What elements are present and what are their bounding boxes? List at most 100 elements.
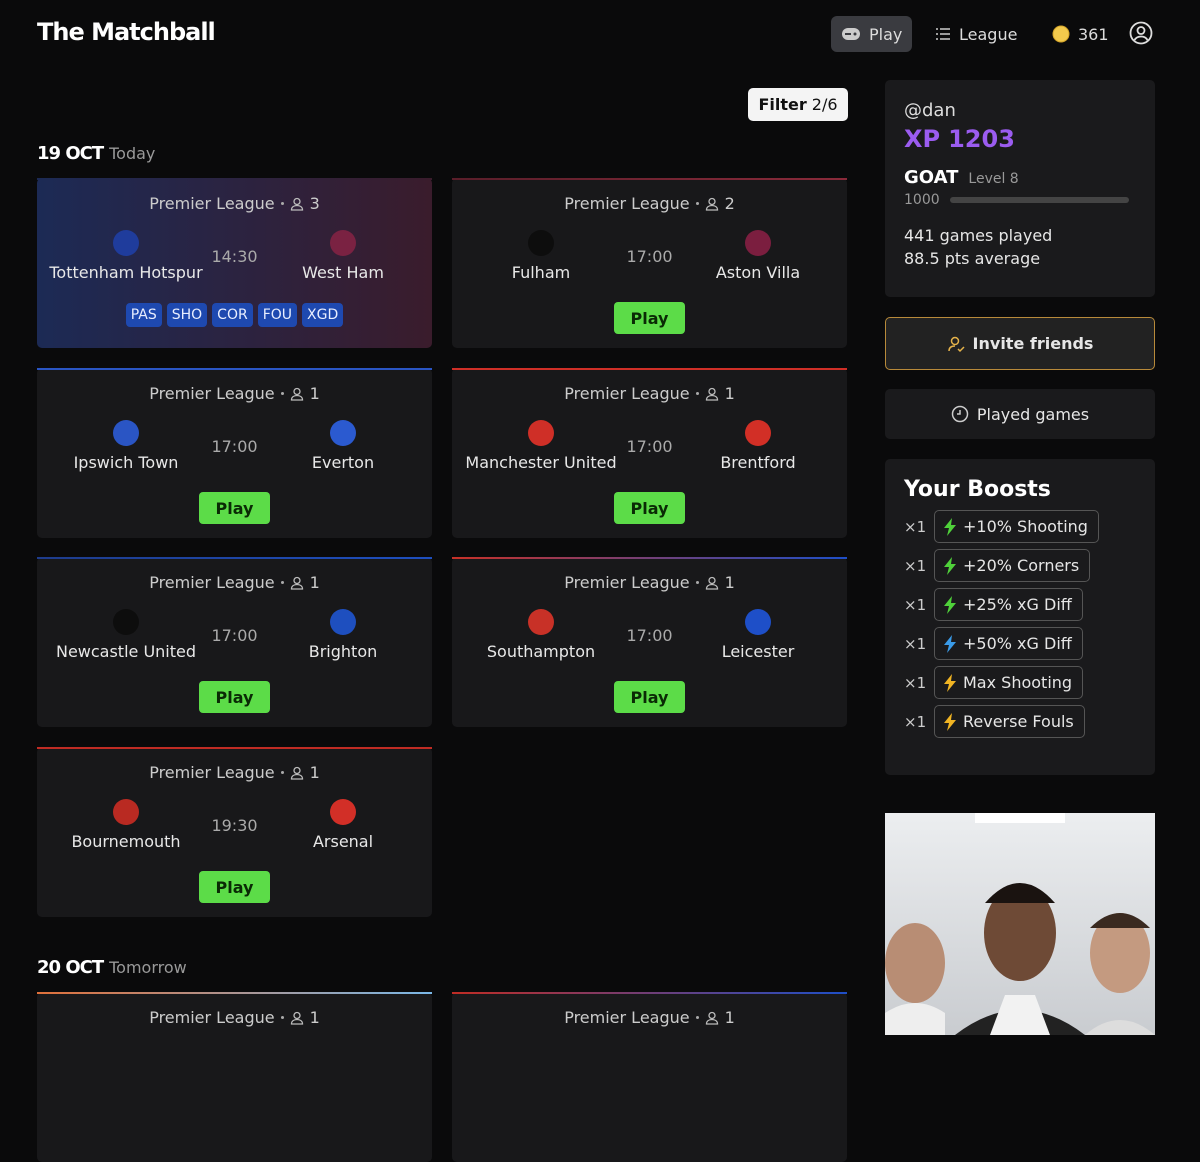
match-card[interactable]: Premier League 1 <box>37 992 432 1162</box>
boost-chip[interactable]: Max Shooting <box>934 666 1084 699</box>
nav-item[interactable]: League <box>925 16 1027 52</box>
invite-button[interactable]: Invite friends <box>885 317 1155 370</box>
player-count: 1 <box>724 384 735 403</box>
player-count: 1 <box>309 763 320 782</box>
player-count: 3 <box>309 194 320 213</box>
match-card[interactable]: Premier League 1 Manchester United Brentfor… <box>452 368 847 538</box>
match-card[interactable]: Premier League 1 Newcastle United Brighton 1… <box>37 557 432 727</box>
filter-label: Filter <box>758 95 807 114</box>
player-count: 1 <box>724 1008 735 1027</box>
day-label: Tomorrow <box>109 958 187 977</box>
player-count: 1 <box>724 573 735 592</box>
match-card[interactable]: Premier League 3 Tottenham Hotspur West Ham… <box>37 178 432 348</box>
boost-chip[interactable]: +10% Shooting <box>934 510 1099 543</box>
home-team: Ipswich Town <box>73 453 179 472</box>
play-button[interactable]: Play <box>199 492 270 524</box>
league-name: Premier League <box>149 763 275 782</box>
player-count: 1 <box>309 573 320 592</box>
separator <box>695 392 699 395</box>
boost-chip[interactable]: Reverse Fouls <box>934 705 1085 738</box>
kickoff-time: 17:00 <box>626 247 673 266</box>
play-button[interactable]: Play <box>199 871 270 903</box>
filter-button[interactable]: Filter 2/6 <box>748 88 848 121</box>
boost-count: ×1 <box>904 673 927 692</box>
match-card[interactable]: Premier League 1 Ipswich Town Everton 17:00 P… <box>37 368 432 538</box>
kickoff-time: 17:00 <box>211 437 258 456</box>
league-name: Premier League <box>149 1008 275 1027</box>
players-icon <box>290 387 304 401</box>
players-icon <box>705 387 719 401</box>
tags: PAS SHO COR FOU XGD <box>37 303 432 327</box>
bolt-icon <box>943 634 957 653</box>
tag: COR <box>212 303 253 327</box>
boost-label: +50% xG Diff <box>963 634 1072 653</box>
day-header: 20 OCT Tomorrow <box>37 957 187 978</box>
match-card[interactable]: Premier League 2 Fulham Aston Villa 17:00 Pla… <box>452 178 847 348</box>
day-date: 20 OCT <box>37 957 104 978</box>
away-crest <box>745 230 771 256</box>
away-team: West Ham <box>302 263 384 282</box>
away-team: Brentford <box>720 453 796 472</box>
boost-chip[interactable]: +25% xG Diff <box>934 588 1083 621</box>
separator <box>280 1016 284 1019</box>
tag: FOU <box>257 303 298 327</box>
brand: The Matchball <box>37 18 216 46</box>
separator <box>280 392 284 395</box>
day-label: Today <box>109 144 156 163</box>
league-line: Premier League 1 <box>37 1008 432 1027</box>
league-line: Premier League 2 <box>452 194 847 213</box>
separator <box>280 202 284 205</box>
played-button[interactable]: Played games <box>885 389 1155 439</box>
separator <box>695 1016 699 1019</box>
play-button[interactable]: Play <box>614 302 685 334</box>
away-team: Aston Villa <box>715 263 801 282</box>
kickoff-time: 17:00 <box>626 626 673 645</box>
boosts-title: Your Boosts <box>904 477 1051 502</box>
away-team: Brighton <box>308 642 378 661</box>
play-button[interactable]: Play <box>614 492 685 524</box>
nav-item[interactable]: Play <box>831 16 913 52</box>
league-name: Premier League <box>564 573 690 592</box>
progress-label: 1000 <box>904 192 940 208</box>
league-line: Premier League 1 <box>37 384 432 403</box>
nav-label: League <box>959 24 1018 44</box>
league-line: Premier League 1 <box>452 573 847 592</box>
boost-label: Max Shooting <box>963 673 1073 692</box>
invite-label: Invite friends <box>972 334 1094 353</box>
promo-image <box>885 813 1155 1035</box>
match-card[interactable]: Premier League 1 <box>452 992 847 1162</box>
match-card[interactable]: Premier League 1 Bournemouth Arsenal 19:30 Pl… <box>37 747 432 917</box>
boost-label: +20% Corners <box>963 556 1080 575</box>
boost-row: ×1 Max Shooting <box>904 666 1136 699</box>
home-team: Manchester United <box>465 453 617 472</box>
player-count: 1 <box>309 384 320 403</box>
home-crest <box>113 230 139 256</box>
boost-count: ×1 <box>904 517 927 536</box>
average: 88.5 pts average <box>904 249 1041 268</box>
players-icon <box>705 576 719 590</box>
nav-label: Play <box>869 24 903 44</box>
games-played: 441 games played <box>904 226 1053 245</box>
handle: @dan <box>904 100 956 121</box>
nav-icon <box>841 27 861 41</box>
rank: GOAT Level 8 <box>904 167 1136 188</box>
players-icon <box>705 197 719 211</box>
play-button[interactable]: Play <box>614 681 685 713</box>
match-card[interactable]: Premier League 1 Southampton Leicester 17:00… <box>452 557 847 727</box>
home-crest <box>113 799 139 825</box>
bolt-icon <box>943 595 957 614</box>
kickoff-time: 14:30 <box>211 247 258 266</box>
away-crest <box>330 799 356 825</box>
league-line: Premier League 1 <box>452 1008 847 1027</box>
play-button[interactable]: Play <box>199 681 270 713</box>
boost-chip[interactable]: +20% Corners <box>934 549 1091 582</box>
league-line: Premier League 1 <box>37 573 432 592</box>
league-name: Premier League <box>149 573 275 592</box>
boost-chip[interactable]: +50% xG Diff <box>934 627 1083 660</box>
day-header: 19 OCT Today <box>37 143 155 164</box>
clock-icon <box>951 405 969 423</box>
coin-icon <box>1052 25 1070 43</box>
profile-button[interactable] <box>1129 21 1153 49</box>
home-team: Bournemouth <box>71 832 181 851</box>
league-name: Premier League <box>564 194 690 213</box>
